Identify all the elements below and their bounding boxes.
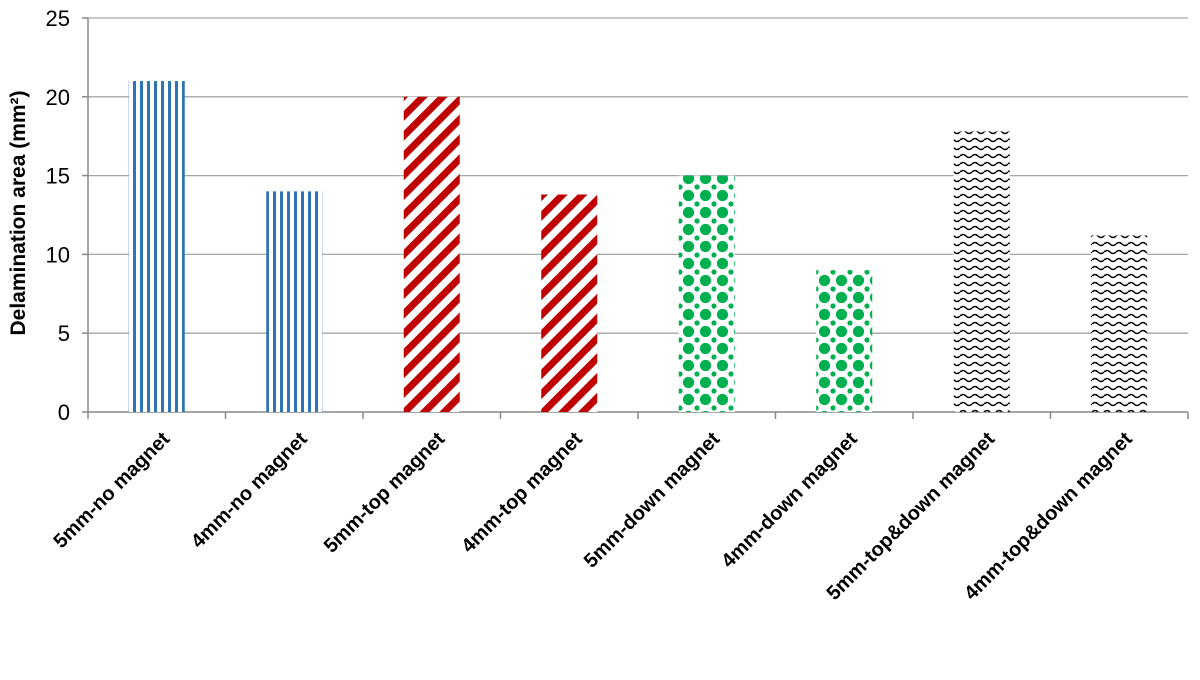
x-tick-label: 5mm-down magnet — [580, 428, 725, 573]
x-tick-label: 4mm-top magnet — [457, 428, 587, 558]
bar — [541, 194, 598, 412]
x-tick-label: 5mm-no magnet — [50, 428, 175, 553]
bar — [128, 81, 185, 412]
x-tick-label: 5mm-top magnet — [320, 428, 450, 558]
y-tick-label: 25 — [46, 6, 70, 31]
y-tick-label: 0 — [58, 400, 70, 425]
y-tick-labels: 0 5 10 15 20 25 — [46, 6, 70, 425]
y-tick-label: 5 — [58, 321, 70, 346]
bar — [403, 96, 460, 413]
y-tick-label: 10 — [46, 242, 70, 267]
bars — [128, 81, 1148, 413]
y-tick-label: 15 — [46, 164, 70, 189]
bar — [816, 270, 873, 412]
axes — [82, 17, 1189, 419]
x-tick-labels: 5mm-no magnet 4mm-no magnet 5mm-top magnet… — [50, 428, 1138, 605]
y-tick-label: 20 — [46, 85, 70, 110]
x-tick-label: 4mm-down magnet — [717, 428, 862, 573]
y-axis-label: Delamination area (mm²) — [7, 90, 30, 335]
x-tick-label: 4mm-no magnet — [187, 428, 312, 553]
bar — [953, 131, 1010, 413]
bar — [1091, 235, 1148, 412]
bar — [266, 191, 323, 412]
gridlines — [88, 17, 1188, 334]
bar — [678, 175, 735, 412]
